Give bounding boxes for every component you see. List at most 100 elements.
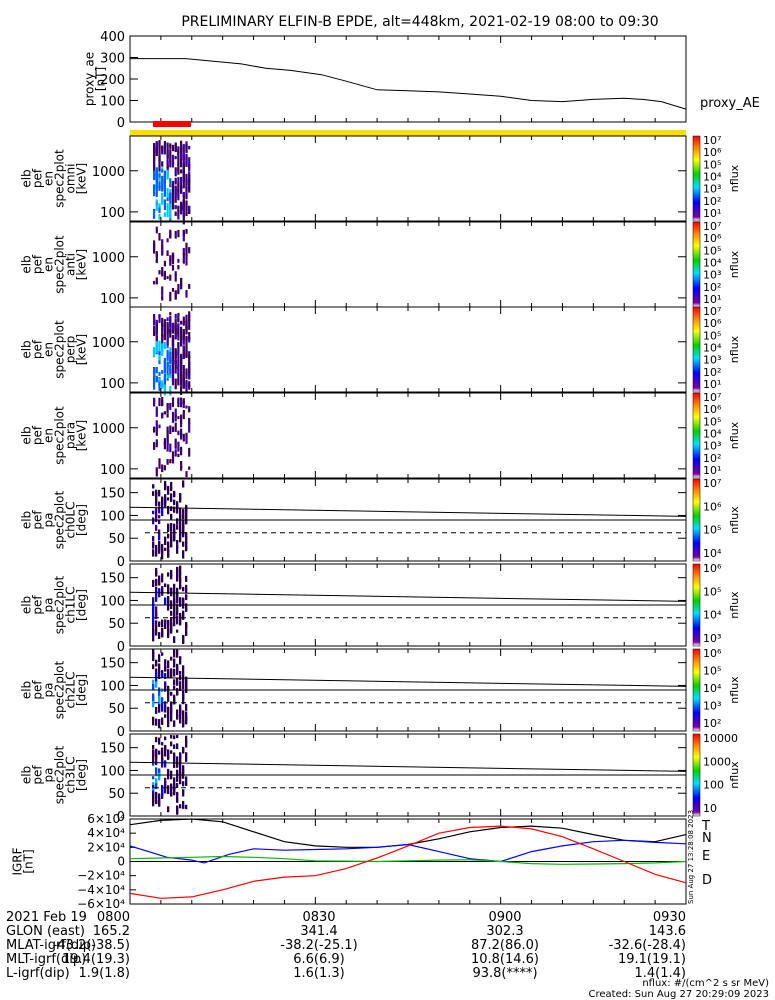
spectrogram-cell: [166, 327, 169, 337]
pitch-angle-cell: [161, 573, 164, 583]
pitch-angle-cell: [185, 711, 188, 719]
pitch-angle-cell: [158, 632, 161, 639]
pitch-angle-cell: [155, 624, 158, 633]
pitch-angle-cell: [179, 529, 182, 536]
spectrogram-cell: [158, 458, 161, 469]
spectrogram-cell: [153, 240, 156, 250]
y-tick-label: 150: [100, 572, 125, 587]
footer-row-label: MLAT-igrf(dip): [6, 938, 96, 953]
pitch-angle-cell: [182, 541, 185, 547]
pitch-angle-cell: [185, 584, 188, 593]
y-axis-label: pa: [42, 598, 56, 613]
spectrogram-cell: [166, 413, 169, 418]
pitch-angle-cell: [185, 514, 188, 524]
spectrogram-cell: [169, 192, 172, 202]
pitch-angle-cell: [161, 628, 164, 638]
pitch-angle-cell: [176, 805, 179, 815]
spectrogram-cell: [188, 351, 191, 360]
footer-value: -43.2(-38.5): [53, 938, 130, 953]
spectrogram-cell: [169, 351, 172, 363]
pitch-angle-cell: [167, 619, 170, 626]
y-axis-label: pef: [31, 595, 45, 615]
spectrogram-cell: [158, 155, 161, 161]
pitch-angle-cell: [182, 694, 185, 705]
spectrogram-cell: [177, 379, 180, 386]
spectrogram-cell: [155, 185, 158, 193]
pitch-angle-cell: [179, 597, 182, 607]
spectrogram-cell: [161, 352, 164, 357]
spectrogram-cell: [174, 366, 177, 374]
science-zone-bar: [153, 121, 191, 127]
spectrogram-cell: [158, 203, 161, 208]
pitch-angle-cell: [170, 486, 173, 492]
spectrogram-cell: [188, 384, 191, 388]
spectrogram-cell: [177, 323, 180, 330]
spectrogram-cell: [171, 160, 175, 168]
spectrogram-cell: [182, 410, 185, 420]
pitch-angle-cell: [164, 480, 167, 486]
pitch-angle-cell: [152, 785, 155, 789]
spectrogram-cell: [185, 371, 188, 379]
pitch-angle-cell: [179, 674, 182, 681]
spectrogram-cell: [185, 335, 188, 341]
spectrogram-cell: [180, 153, 183, 159]
igrf-panel: 6×10⁴4×10⁴2×10⁴0−2×10⁴−4×10⁴−6×10⁴IGRF[n…: [11, 810, 713, 911]
pitch-angle-cell: [152, 616, 155, 625]
spectrogram-cell: [174, 364, 177, 369]
colorbar: [692, 733, 701, 817]
pitch-angle-cell: [173, 764, 176, 768]
spectrogram-cell: [174, 167, 177, 177]
spectrogram-cell: [171, 426, 175, 433]
colorbar-tick-label: 10¹: [703, 464, 721, 477]
pitch-angle-cell: [170, 514, 173, 520]
pitch-angle-cell: [179, 656, 182, 665]
pitch-angle-cell: [179, 681, 182, 691]
y-axis-label: ch0LC: [64, 502, 78, 539]
spectrogram-cell: [169, 386, 172, 396]
pitch-angle-cell: [170, 670, 173, 679]
footer-value: 143.6: [649, 924, 686, 939]
spectrogram-cell: [169, 255, 172, 262]
igrf-legend-d: D: [702, 873, 712, 888]
pitch-angle-cell: [167, 485, 170, 495]
pitch-angle-cell: [170, 788, 173, 796]
spectrogram-cell: [169, 178, 172, 188]
spectrogram-cell: [155, 177, 158, 188]
spectrogram-cell: [188, 332, 191, 340]
y-axis-label: elb: [20, 766, 34, 784]
pitch-angle-cell: [182, 525, 185, 535]
y-tick-label: 100: [100, 509, 125, 524]
spectrogram-cell: [158, 378, 161, 382]
pitch-angle-cell: [173, 499, 176, 506]
pitch-angle-cell: [152, 792, 155, 803]
pitch-angle-cell: [170, 493, 173, 502]
spectrogram-cell: [155, 367, 158, 374]
spectrogram-cell: [153, 325, 156, 336]
pitch-angle-cell: [158, 533, 161, 540]
pitch-angle-cell: [173, 602, 176, 610]
pitch-angle-cell: [170, 735, 173, 739]
pitch-angle-cell: [155, 680, 158, 688]
colorbar-tick-label: 10⁶: [703, 232, 722, 245]
y-tick-label: 0: [117, 555, 125, 570]
spectrogram-cell: [166, 238, 169, 243]
spectrogram-cell: [161, 169, 164, 173]
y-axis-label: pef: [31, 765, 45, 785]
pitch-angle-cell: [176, 591, 179, 601]
pitch-angle-cell: [182, 480, 185, 488]
spectrogram-cell: [166, 142, 169, 153]
spectrogram-cell: [169, 203, 172, 208]
spectrogram-cell: [180, 181, 183, 193]
spectrogram-cell: [171, 264, 175, 271]
footer-value: 87.2(86.0): [471, 938, 539, 953]
spectrogram-cell: [174, 318, 177, 325]
pitch-angle-cell: [182, 509, 185, 514]
spectrogram-cell: [185, 437, 188, 444]
colorbar: [692, 221, 701, 308]
spectrogram-cell: [174, 349, 177, 358]
y-tick-label: 0: [117, 725, 125, 740]
pitch-angle-cell: [173, 744, 176, 749]
loss-cone-line: [129, 676, 687, 687]
spectrogram-cell: [158, 159, 161, 171]
